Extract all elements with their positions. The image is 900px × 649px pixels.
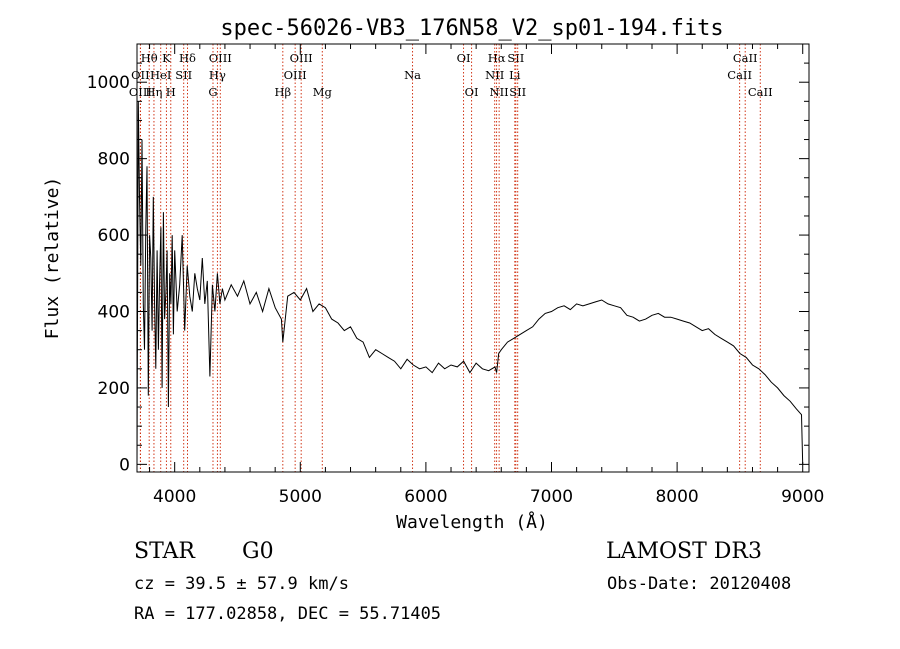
y-tick-label: 1000 [87, 73, 130, 93]
line-marker-label: CaII [727, 68, 752, 82]
line-marker-label: Hθ [141, 51, 158, 65]
y-tick-label: 400 [98, 303, 130, 323]
obs-date: Obs-Date: 20120408 [607, 574, 792, 594]
line-marker-label: Mg [313, 85, 333, 99]
line-marker-label: H [166, 85, 176, 99]
survey-name: LAMOST DR3 [606, 539, 762, 564]
line-marker-label: OII [131, 68, 150, 82]
line-marker-label: Hβ [274, 85, 291, 99]
x-tick-label: 9000 [781, 487, 824, 507]
line-marker-label: OI [465, 85, 479, 99]
redshift-line: cz = 39.5 ± 57.9 km/s [134, 574, 349, 594]
line-marker-label: SII [509, 85, 526, 99]
line-marker-label: SII [507, 51, 524, 65]
line-marker-label: Hα [488, 51, 506, 65]
line-marker-label: NII [485, 68, 504, 82]
x-tick-label: 7000 [530, 487, 573, 507]
line-marker-label: Na [404, 68, 421, 82]
line-marker-label: SII [175, 68, 192, 82]
line-marker-label: Li [509, 68, 521, 82]
line-marker-label: OIII [209, 51, 232, 65]
line-marker-label: OIII [284, 68, 307, 82]
x-tick-label: 5000 [279, 487, 322, 507]
spectrum-series-line [136, 101, 804, 465]
y-tick-label: 600 [98, 226, 130, 246]
line-marker-label: G [208, 85, 217, 99]
y-tick-label: 800 [98, 150, 130, 170]
line-marker-label: NII [490, 85, 509, 99]
y-tick-label: 200 [98, 379, 130, 399]
line-marker-label: OIII [290, 51, 313, 65]
y-axis-label: Flux (relative) [42, 177, 63, 340]
x-tick-label: 8000 [655, 487, 698, 507]
plot-frame [136, 43, 810, 473]
line-marker-label: CaII [733, 51, 758, 65]
line-marker-label: Hδ [179, 51, 196, 65]
object-subclass: G0 [242, 539, 274, 564]
object-class: STAR [134, 539, 195, 564]
chart-title: spec-56026-VB3_176N58_V2_sp01-194.fits [220, 16, 723, 41]
x-axis-label: Wavelength (Å) [396, 511, 548, 533]
line-marker-label: K [162, 51, 171, 65]
line-marker-label: OI [457, 51, 471, 65]
line-marker-label: OIII [129, 85, 152, 99]
line-marker-label: Hγ [209, 68, 226, 82]
ra-dec-line: RA = 177.02858, DEC = 55.71405 [134, 604, 442, 624]
line-marker-label: Hη [145, 85, 162, 99]
line-marker-label: CaII [748, 85, 773, 99]
x-tick-label: 6000 [404, 487, 447, 507]
line-marker-label: HeI [150, 68, 171, 82]
x-tick-label: 4000 [153, 487, 196, 507]
y-tick-label: 0 [119, 455, 130, 475]
